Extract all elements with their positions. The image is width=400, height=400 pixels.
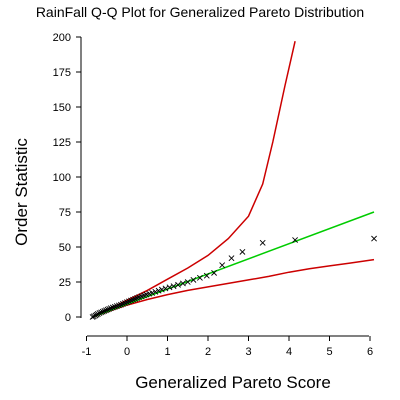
- data-point: [99, 308, 106, 315]
- data-point: [211, 269, 217, 276]
- x-tick-label: 0: [124, 346, 130, 358]
- data-point: [371, 235, 377, 242]
- x-tick-label: 1: [164, 346, 170, 358]
- data-point: [98, 309, 104, 316]
- upper-envelope-line: [92, 41, 296, 318]
- data-point: [219, 262, 226, 269]
- x-tick-label: 5: [326, 346, 332, 358]
- x-axis-label: Generalized Pareto Score: [135, 373, 331, 392]
- data-point: [170, 283, 177, 290]
- data-point: [196, 274, 203, 281]
- fitted-line-group: [92, 211, 375, 318]
- confidence-envelopes: [92, 41, 375, 318]
- y-tick-label: 100: [53, 172, 71, 184]
- plot-area: 0 25 50 75 100 125 150 175 200 -1 0 1 2 3 4 5 6: [53, 32, 377, 358]
- y-tick-label: 0: [65, 312, 71, 324]
- data-point: [158, 286, 165, 293]
- x-tick-label: 3: [245, 346, 251, 358]
- data-point: [149, 290, 156, 296]
- data-point: [292, 237, 298, 243]
- x-tick-label: 6: [367, 346, 373, 358]
- data-point: [179, 280, 186, 287]
- data-point: [152, 288, 159, 295]
- data-point: [203, 272, 210, 279]
- data-point: [96, 310, 103, 316]
- x-tick-label: 4: [286, 346, 292, 358]
- data-point: [103, 307, 109, 314]
- data-point: [115, 302, 122, 309]
- y-tick-label: 200: [53, 32, 71, 44]
- x-axis-ticks: -1 0 1 2 3 4 5 6: [82, 336, 373, 358]
- data-point: [94, 311, 101, 317]
- x-tick-label: -1: [82, 346, 92, 358]
- data-point: [190, 276, 197, 283]
- data-point: [259, 239, 266, 246]
- y-tick-label: 50: [59, 242, 71, 254]
- data-point: [90, 313, 97, 320]
- x-tick-label: 2: [205, 346, 211, 358]
- data-point: [104, 306, 111, 313]
- data-point: [175, 281, 181, 288]
- fitted-line: [92, 211, 375, 318]
- data-point: [155, 287, 162, 294]
- data-point: [239, 248, 246, 255]
- data-point: [106, 305, 113, 312]
- data-point: [109, 304, 116, 311]
- data-point: [107, 305, 114, 312]
- data-point: [101, 308, 108, 314]
- y-tick-label: 25: [59, 277, 71, 289]
- data-point: [184, 279, 191, 285]
- y-axis-ticks: 0 25 50 75 100 125 150 175 200: [53, 32, 81, 324]
- data-points: [89, 235, 377, 320]
- data-point: [228, 255, 235, 262]
- y-axis-label: Order Statistic: [12, 138, 31, 246]
- lower-envelope-line: [92, 258, 375, 318]
- y-tick-label: 125: [53, 137, 71, 149]
- data-point: [111, 303, 118, 310]
- y-tick-label: 175: [53, 67, 71, 79]
- chart-title: RainFall Q-Q Plot for Generalized Pareto…: [36, 4, 364, 20]
- y-tick-label: 150: [53, 102, 71, 114]
- y-tick-label: 75: [59, 207, 71, 219]
- data-point: [113, 303, 120, 309]
